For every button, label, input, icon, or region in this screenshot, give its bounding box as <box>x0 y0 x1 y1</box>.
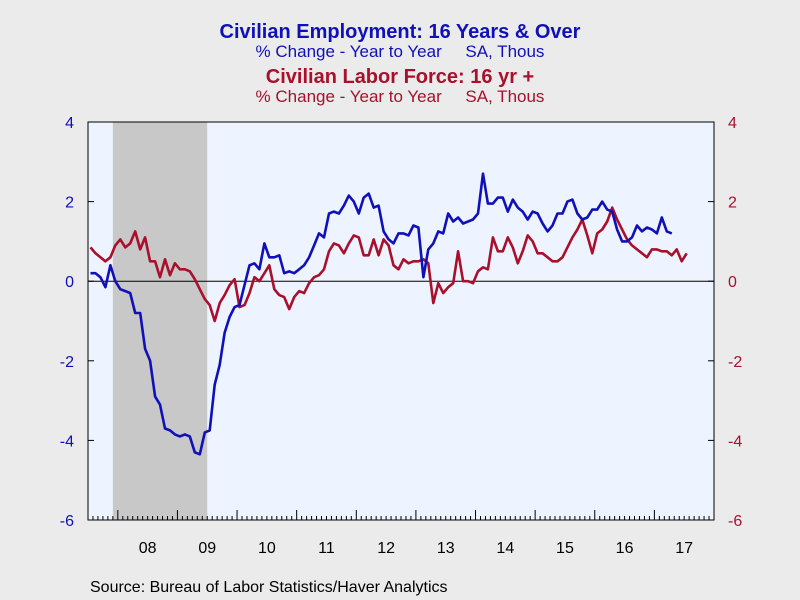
x-tick-label: 12 <box>377 540 395 557</box>
recession-shading <box>112 122 208 520</box>
series2-subtitle: % Change - Year to Year SA, Thous <box>256 87 545 106</box>
source-note: Source: Bureau of Labor Statistics/Haver… <box>90 579 448 596</box>
y-tick-label-right: 4 <box>728 115 737 132</box>
y-tick-label-right: -4 <box>728 433 742 450</box>
y-tick-label-left: 0 <box>65 274 74 291</box>
x-tick-label: 09 <box>198 540 216 557</box>
x-tick-label: 16 <box>616 540 634 557</box>
x-tick-label: 14 <box>496 540 514 557</box>
plot-area: 4 4 2 2 0 0 -2 -2 -4 -4 -6 -6 08 09 10 11 12 13 14 15 16 17 <box>60 115 743 557</box>
x-tick-label: 10 <box>258 540 276 557</box>
series1-title: Civilian Employment: 16 Years & Over <box>220 21 581 43</box>
y-tick-label-right: 2 <box>728 195 737 212</box>
y-tick-label-left: -6 <box>60 513 74 530</box>
x-tick-label: 08 <box>139 540 157 557</box>
y-tick-label-left: 4 <box>65 115 74 132</box>
series-line-employment <box>90 172 673 456</box>
y-tick-label-left: 2 <box>65 195 74 212</box>
x-tick-label: 13 <box>437 540 455 557</box>
series2-title: Civilian Labor Force: 16 yr + <box>266 66 534 88</box>
y-tick-label-right: 0 <box>728 274 737 291</box>
y-tick-label-left: -4 <box>60 433 74 450</box>
plot-frame <box>87 121 715 521</box>
series-line-labor-force <box>89 206 688 323</box>
x-tick-label: 11 <box>318 540 335 557</box>
y-tick-label-right: -2 <box>728 354 742 371</box>
x-tick-label: 15 <box>556 540 574 557</box>
x-tick-label: 17 <box>675 540 693 557</box>
y-tick-label-right: -6 <box>728 513 742 530</box>
series1-subtitle: % Change - Year to Year SA, Thous <box>256 42 545 61</box>
y-tick-label-left: -2 <box>60 354 74 371</box>
